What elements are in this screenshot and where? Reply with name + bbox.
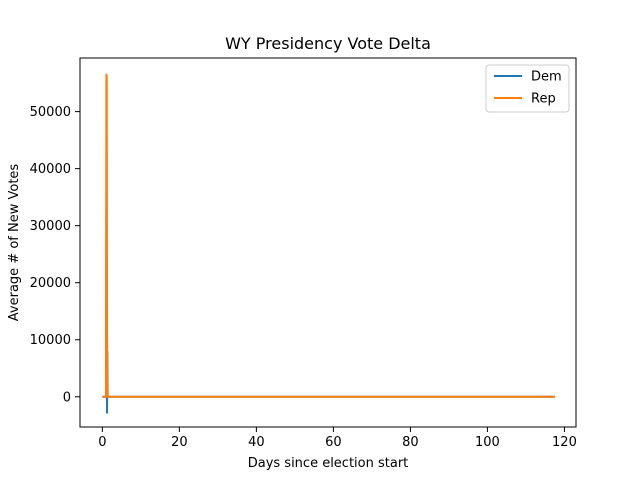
x-tick-label: 80	[402, 435, 419, 450]
x-tick-label: 60	[325, 435, 342, 450]
plot-area	[102, 73, 555, 414]
chart-title: WY Presidency Vote Delta	[225, 34, 431, 53]
legend-label-dem: Dem	[531, 70, 562, 85]
y-tick-label: 10000	[30, 333, 71, 348]
y-axis-label: Average # of New Votes	[7, 164, 22, 322]
legend-label-rep: Rep	[531, 92, 556, 107]
x-tick-label: 20	[171, 435, 188, 450]
series-lines	[102, 73, 555, 414]
y-tick-label: 0	[63, 390, 71, 405]
x-axis-label: Days since election start	[248, 456, 409, 471]
axes-frame	[79, 57, 577, 428]
x-tick-label: 40	[248, 435, 265, 450]
x-tick-label: 0	[98, 435, 106, 450]
legend: Dem Rep	[485, 64, 570, 113]
y-tick-label: 50000	[30, 105, 71, 120]
axes: 0 20 40 60 80 100 120 0 10000 20000 30000 40000 5000…	[30, 57, 577, 450]
y-tick-label: 30000	[30, 219, 71, 234]
x-tick-label: 100	[475, 435, 500, 450]
y-tick-label: 40000	[30, 162, 71, 177]
x-tick-label: 120	[552, 435, 577, 450]
series-line-rep	[102, 73, 555, 398]
y-tick-label: 20000	[30, 276, 71, 291]
